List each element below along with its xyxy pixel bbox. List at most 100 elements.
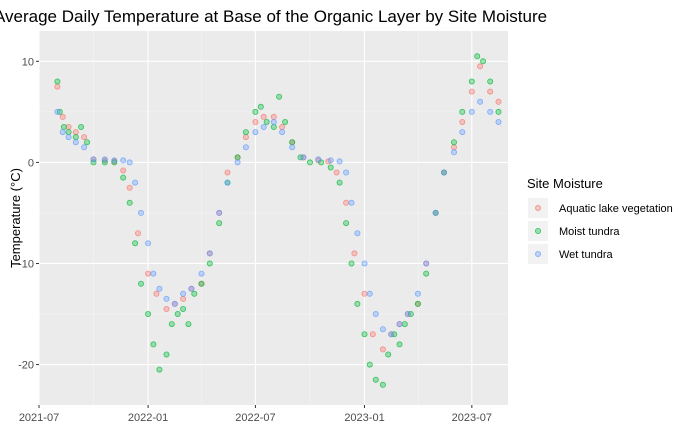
data-point [242, 129, 249, 136]
data-point [137, 209, 144, 216]
data-point [366, 290, 373, 297]
data-point [468, 88, 475, 95]
data-point [414, 300, 421, 307]
data-point [354, 230, 361, 237]
data-point [348, 199, 355, 206]
data-point [65, 129, 72, 136]
data-point [459, 108, 466, 115]
x-tick-label: 2023-01 [344, 412, 384, 424]
data-point [440, 169, 447, 176]
data-point [414, 290, 421, 297]
data-point [126, 159, 133, 166]
data-point [72, 129, 79, 136]
data-point [487, 88, 494, 95]
data-point [423, 270, 430, 277]
x-tick-label: 2021-07 [19, 412, 59, 424]
data-point [206, 260, 213, 267]
data-point [289, 144, 296, 151]
data-point [54, 83, 61, 90]
data-point [224, 169, 231, 176]
data-point [487, 78, 494, 85]
data-point [59, 113, 66, 120]
data-point [361, 331, 368, 338]
data-point [224, 179, 231, 186]
data-point [306, 159, 313, 166]
data-point [407, 310, 414, 317]
data-point [54, 108, 61, 115]
data-point [366, 361, 373, 368]
data-point [188, 285, 195, 292]
data-point [480, 58, 487, 65]
data-point [459, 129, 466, 136]
legend-label: Wet tundra [559, 249, 613, 261]
data-point [468, 108, 475, 115]
data-point [84, 139, 91, 146]
data-point [120, 157, 127, 164]
legend-title: Site Moisture [527, 176, 603, 191]
data-point [300, 154, 307, 161]
data-point [174, 310, 181, 317]
legend-swatch [535, 204, 542, 211]
major-gridlines [38, 31, 508, 405]
x-tick-label: 2022-01 [128, 412, 168, 424]
data-point [388, 331, 395, 338]
data-point [150, 341, 157, 348]
data-point [145, 310, 152, 317]
data-point [372, 310, 379, 317]
plot-panel [39, 31, 508, 405]
data-point [206, 250, 213, 257]
data-point [54, 78, 61, 85]
data-point [468, 78, 475, 85]
data-point [132, 240, 139, 247]
data-point [252, 119, 259, 126]
minor-gridlines [39, 31, 508, 405]
y-axis: -20 -10 0 10 [18, 56, 39, 372]
data-point [260, 113, 267, 120]
data-point [132, 179, 139, 186]
data-points [54, 53, 502, 388]
data-point [150, 270, 157, 277]
data-point [379, 381, 386, 388]
data-point [252, 108, 259, 115]
data-point [282, 119, 289, 126]
data-point [351, 250, 358, 257]
data-point [137, 280, 144, 287]
y-tick-label: 0 [28, 157, 34, 169]
data-point [145, 270, 152, 277]
data-point [171, 300, 178, 307]
data-point [348, 260, 355, 267]
data-point [111, 159, 118, 166]
data-point [391, 331, 398, 338]
data-point [487, 108, 494, 115]
data-point [126, 199, 133, 206]
data-point [101, 156, 108, 163]
data-point [145, 240, 152, 247]
data-point [126, 184, 133, 191]
data-point [168, 321, 175, 328]
data-point [59, 129, 66, 136]
data-point [180, 295, 187, 302]
data-point [459, 119, 466, 126]
data-point [163, 351, 170, 358]
data-point [90, 159, 97, 166]
data-point [78, 124, 85, 131]
data-point [163, 305, 170, 312]
data-point [60, 124, 67, 131]
data-point [260, 124, 267, 131]
data-point [495, 119, 502, 126]
data-point [369, 331, 376, 338]
data-point [401, 321, 408, 328]
data-point [279, 124, 286, 131]
data-point [495, 108, 502, 115]
data-point [72, 139, 79, 146]
data-point [156, 366, 163, 373]
data-point [153, 290, 160, 297]
data-point [432, 209, 439, 216]
data-point [242, 144, 249, 151]
data-point [270, 119, 277, 126]
data-point [252, 129, 259, 136]
data-point [327, 164, 334, 171]
data-point [477, 63, 484, 70]
data-point [65, 134, 72, 141]
